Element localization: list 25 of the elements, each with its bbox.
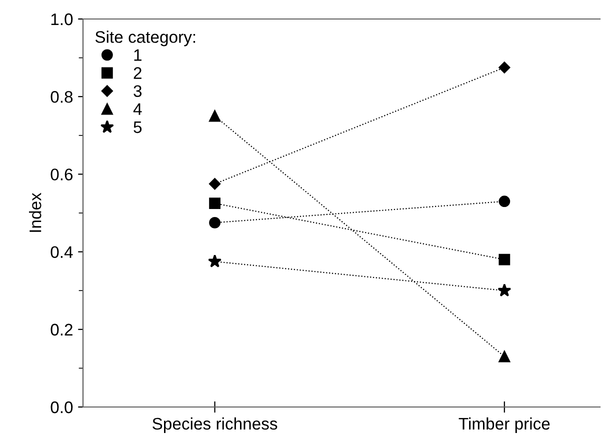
y-axis-title: Index [29,192,42,232]
y-tick-label: 0.8 [50,91,73,103]
legend-label: 1 [134,49,142,61]
y-tick-label: 0.4 [50,246,73,258]
y-tick-label: 0.6 [50,168,73,180]
y-tick-label: 1.0 [51,13,73,26]
point [208,254,222,268]
x-tick-label: Species richness [152,417,278,433]
point [498,254,510,266]
point [209,217,220,228]
legend-title: Site category: [95,30,196,46]
point [209,110,220,122]
point [498,350,510,362]
point [498,62,510,74]
point [209,178,221,190]
legend-label: 3 [134,85,142,98]
point [209,198,220,209]
legend-label: 4 [133,103,142,115]
legend-label: 5 [134,121,142,134]
y-tick-label: 0.0 [50,401,73,414]
y-tick-label: 0.2 [50,324,72,336]
x-tick-label: Timber price [458,417,550,433]
legend-label: 2 [134,67,142,79]
point [498,284,512,296]
point [498,196,510,208]
